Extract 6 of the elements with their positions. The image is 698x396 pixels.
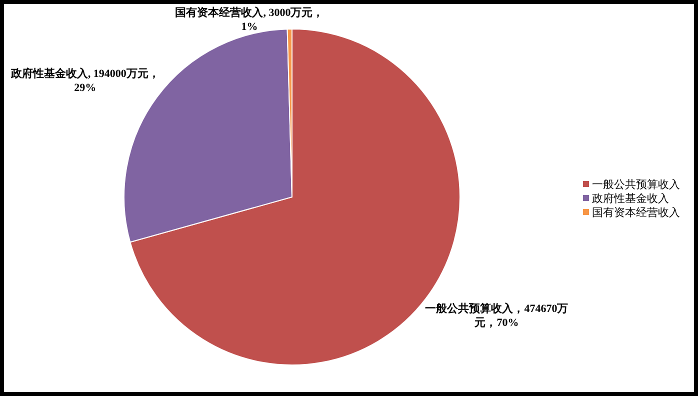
data-label: 一般公共预算收入，474670万元，70% <box>424 302 570 330</box>
data-label: 政府性基金收入, 194000万元， 29% <box>10 66 160 95</box>
legend-label: 国有资本经营收入 <box>592 204 680 220</box>
data-label: 国有资本经营收入, 3000万元， 1% <box>174 6 324 34</box>
legend-label: 一般公共预算收入 <box>592 176 680 192</box>
legend-label: 政府性基金收入 <box>592 190 669 206</box>
